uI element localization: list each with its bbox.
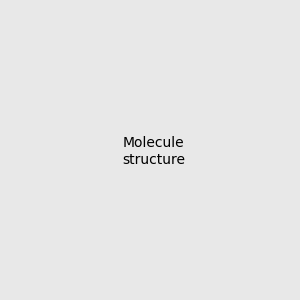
Text: Molecule
structure: Molecule structure <box>122 136 185 166</box>
